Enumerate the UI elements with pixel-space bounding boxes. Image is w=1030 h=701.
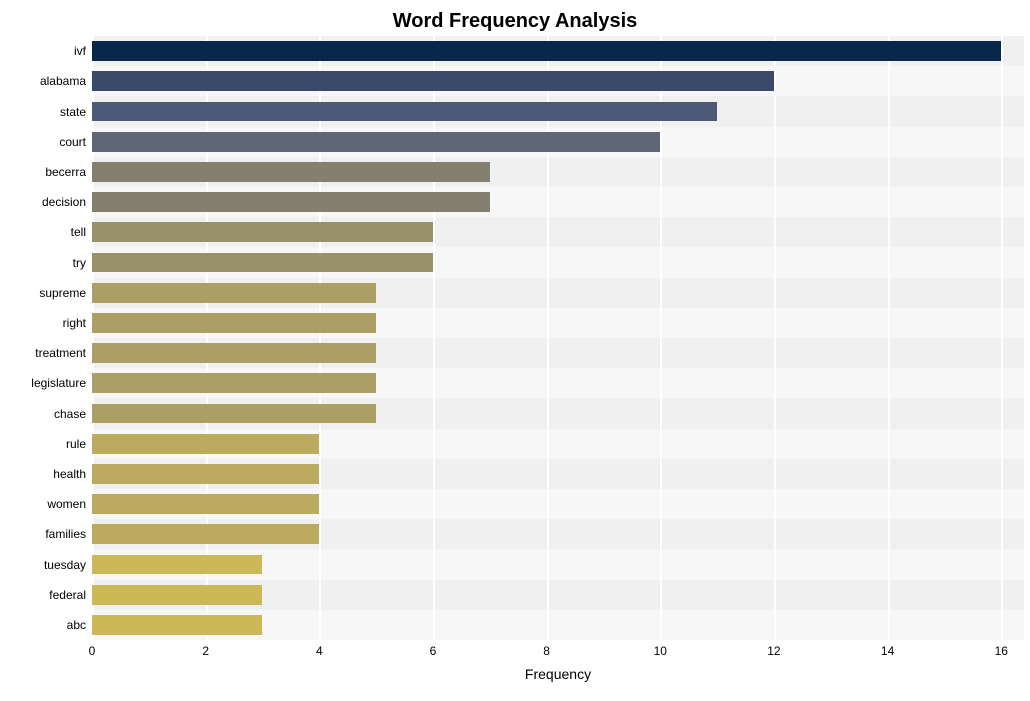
grid-line — [1001, 36, 1003, 640]
bar — [92, 555, 262, 575]
grid-line — [433, 36, 435, 640]
bar — [92, 253, 433, 273]
y-axis-label: tell — [0, 225, 86, 239]
grid-line — [547, 36, 549, 640]
bar — [92, 41, 1001, 61]
grid-line — [319, 36, 321, 640]
grid-line — [92, 36, 94, 640]
x-axis-tick: 2 — [202, 644, 209, 658]
bar — [92, 585, 262, 605]
y-axis-label: legislature — [0, 376, 86, 390]
y-axis-label: treatment — [0, 346, 86, 360]
bar — [92, 464, 319, 484]
grid-line — [774, 36, 776, 640]
y-axis-label: state — [0, 105, 86, 119]
y-axis-label: alabama — [0, 74, 86, 88]
y-axis-label: try — [0, 256, 86, 270]
grid-line — [660, 36, 662, 640]
y-axis-labels: ivf alabama state court becerra decision tell t… — [0, 36, 86, 640]
bar — [92, 222, 433, 242]
bar — [92, 404, 376, 424]
y-axis-label: families — [0, 527, 86, 541]
bar — [92, 524, 319, 544]
y-axis-label: health — [0, 467, 86, 481]
x-axis-tick: 0 — [89, 644, 96, 658]
x-axis-tick: 8 — [543, 644, 550, 658]
x-axis-tick: 16 — [995, 644, 1008, 658]
chart-title: Word Frequency Analysis — [0, 10, 1030, 33]
x-axis-tick: 14 — [881, 644, 894, 658]
bar — [92, 132, 660, 152]
bar — [92, 283, 376, 303]
bar — [92, 162, 490, 182]
bar — [92, 615, 262, 635]
x-axis-tick: 10 — [654, 644, 667, 658]
bar — [92, 434, 319, 454]
bar — [92, 343, 376, 363]
y-axis-label: rule — [0, 437, 86, 451]
bar — [92, 71, 774, 91]
bar — [92, 494, 319, 514]
x-axis-tick: 12 — [767, 644, 780, 658]
y-axis-label: decision — [0, 195, 86, 209]
y-axis-label: tuesday — [0, 558, 86, 572]
y-axis-label: supreme — [0, 286, 86, 300]
y-axis-label: abc — [0, 618, 86, 632]
grid-line — [206, 36, 208, 640]
grid-line — [888, 36, 890, 640]
x-axis-tick: 6 — [430, 644, 437, 658]
bar — [92, 102, 717, 122]
plot-area — [92, 36, 1024, 640]
bar — [92, 192, 490, 212]
bar — [92, 313, 376, 333]
y-axis-label: ivf — [0, 44, 86, 58]
y-axis-label: right — [0, 316, 86, 330]
y-axis-label: court — [0, 135, 86, 149]
chart-container: Word Frequency Analysis ivf alabama state c… — [0, 0, 1030, 701]
x-axis-title: Frequency — [92, 666, 1024, 682]
y-axis-label: becerra — [0, 165, 86, 179]
y-axis-label: chase — [0, 407, 86, 421]
x-axis-tick: 4 — [316, 644, 323, 658]
y-axis-label: women — [0, 497, 86, 511]
bar — [92, 373, 376, 393]
y-axis-label: federal — [0, 588, 86, 602]
x-axis-ticks: 0 2 4 6 8 10 12 14 16 — [92, 644, 1024, 664]
